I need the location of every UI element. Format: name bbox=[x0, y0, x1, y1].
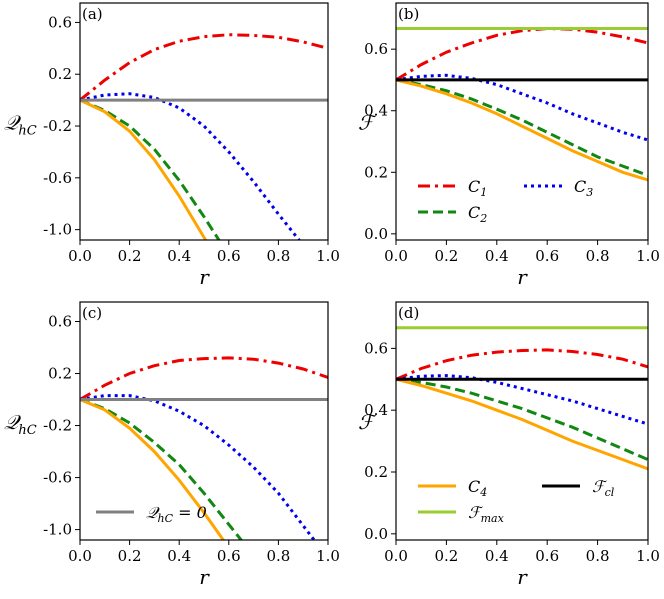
y-tick-label: -1.0 bbox=[43, 521, 72, 539]
y-axis-label: ℱ bbox=[358, 410, 377, 434]
x-tick-label: 1.0 bbox=[316, 247, 340, 265]
y-tick-label: 0.2 bbox=[364, 163, 388, 181]
series-C2-line bbox=[396, 78, 648, 177]
x-tick-label: 0.4 bbox=[167, 547, 191, 565]
y-tick-label: -0.2 bbox=[43, 417, 72, 435]
series-C2-line bbox=[80, 398, 244, 540]
y-axis-label: 𝒬hC bbox=[4, 410, 37, 438]
series-C4-line bbox=[80, 398, 226, 540]
panel-b: 0.0 0.2 0.4 0.6 0.8 1.0 0.0 0.2 0.4 0.6 r ℱ (b) bbox=[358, 2, 660, 289]
y-tick-label: 0.0 bbox=[364, 525, 388, 543]
x-tick-label: 1.0 bbox=[636, 547, 660, 565]
x-tick-label: 0.8 bbox=[266, 547, 290, 565]
x-tick-label: 0.2 bbox=[434, 247, 458, 265]
x-tick-label: 0.8 bbox=[586, 547, 610, 565]
y-tick-label: 0.4 bbox=[364, 401, 388, 419]
y-tick-label: 0.2 bbox=[48, 365, 72, 383]
x-tick-label: 0.0 bbox=[68, 547, 92, 565]
series-C2-line bbox=[80, 98, 221, 240]
series-C3-line bbox=[396, 374, 648, 426]
x-tick-label: 0.4 bbox=[485, 247, 509, 265]
series-C1-line bbox=[396, 348, 648, 381]
series-group bbox=[80, 33, 328, 240]
legend-q0-label: 𝒬hC = 0 bbox=[146, 503, 207, 525]
y-tick-label: 0.2 bbox=[364, 463, 388, 481]
x-tick-label: 0.6 bbox=[217, 547, 241, 565]
series-C1-line bbox=[396, 26, 648, 82]
series-group bbox=[396, 326, 648, 471]
panel-a: 0.0 0.2 0.4 0.6 0.8 1.0 0.6 0.2 -0.2 -0.6 -1.0 r 𝒬hC… bbox=[4, 2, 340, 289]
panel-label: (d) bbox=[398, 304, 419, 322]
x-tick-label: 0.2 bbox=[118, 247, 142, 265]
panel-d: 0.0 0.2 0.4 0.6 0.8 1.0 0.0 0.2 0.4 0.6 r ℱ (d) bbox=[358, 301, 660, 589]
x-tick-label: 0.6 bbox=[535, 547, 559, 565]
panel-c: 0.0 0.2 0.4 0.6 0.8 1.0 0.6 0.2 -0.2 -0.6 -1.0 r 𝒬hC… bbox=[4, 301, 340, 589]
axes-frame bbox=[395, 2, 649, 241]
legend-fmax-label: ℱmax bbox=[468, 503, 505, 525]
series-C3-line bbox=[80, 92, 301, 240]
series-C3-line bbox=[396, 73, 648, 142]
legend-panel-b: C1 C3 C2 bbox=[418, 177, 593, 225]
x-tick-label: 0.6 bbox=[217, 247, 241, 265]
series-C4-line bbox=[80, 98, 208, 240]
y-tick-label: 0.4 bbox=[364, 102, 388, 120]
x-axis-label: r bbox=[517, 265, 528, 289]
x-axis-label: r bbox=[199, 565, 210, 589]
legend-panel-c: 𝒬hC = 0 bbox=[96, 503, 207, 525]
panel-label: (a) bbox=[82, 5, 103, 23]
legend-panel-d: C4 ℱcl ℱmax bbox=[418, 477, 615, 525]
x-tick-label: 1.0 bbox=[316, 547, 340, 565]
x-tick-label: 0.6 bbox=[535, 247, 559, 265]
y-tick-label: -1.0 bbox=[43, 221, 72, 239]
legend-c1-label: C1 bbox=[468, 177, 487, 199]
y-tick-label: -0.2 bbox=[43, 117, 72, 135]
x-tick-label: 0.0 bbox=[384, 247, 408, 265]
y-tick-label: 0.6 bbox=[48, 13, 72, 31]
x-tick-label: 0.0 bbox=[68, 247, 92, 265]
x-tick-label: 0.0 bbox=[384, 547, 408, 565]
panel-label: (b) bbox=[398, 5, 419, 23]
legend-fcl-label: ℱcl bbox=[592, 477, 615, 499]
y-axis-label: ℱ bbox=[358, 111, 377, 135]
x-tick-label: 0.2 bbox=[118, 547, 142, 565]
series-C3-line bbox=[80, 394, 316, 540]
axes-frame bbox=[79, 301, 329, 541]
y-axis-label: 𝒬hC bbox=[4, 111, 37, 139]
y-tick-label: 0.2 bbox=[48, 65, 72, 83]
series-C1-line bbox=[80, 356, 328, 401]
series-C4-line bbox=[396, 377, 648, 471]
series-group bbox=[396, 26, 648, 182]
series-C4-line bbox=[396, 78, 648, 182]
legend-c3-label: C3 bbox=[574, 177, 593, 199]
x-tick-label: 0.8 bbox=[586, 247, 610, 265]
x-tick-label: 1.0 bbox=[636, 247, 660, 265]
x-tick-label: 0.8 bbox=[266, 247, 290, 265]
y-tick-label: 0.0 bbox=[364, 225, 388, 243]
x-tick-label: 0.4 bbox=[167, 247, 191, 265]
series-C1-line bbox=[80, 33, 328, 102]
x-tick-label: 0.4 bbox=[485, 547, 509, 565]
axes-frame bbox=[395, 301, 649, 541]
x-axis-label: r bbox=[199, 265, 210, 289]
y-tick-label: -0.6 bbox=[43, 169, 72, 187]
x-axis-label: r bbox=[517, 565, 528, 589]
series-group bbox=[80, 356, 328, 540]
legend-c2-label: C2 bbox=[468, 203, 487, 225]
y-tick-label: 0.6 bbox=[364, 40, 388, 58]
panel-label: (c) bbox=[82, 304, 102, 322]
axes-frame bbox=[79, 2, 329, 241]
series-C2-line bbox=[396, 377, 648, 461]
legend-c4-label: C4 bbox=[468, 477, 487, 499]
x-tick-label: 0.2 bbox=[434, 547, 458, 565]
y-tick-label: 0.6 bbox=[364, 339, 388, 357]
y-tick-label: 0.6 bbox=[48, 313, 72, 331]
y-tick-label: -0.6 bbox=[43, 469, 72, 487]
